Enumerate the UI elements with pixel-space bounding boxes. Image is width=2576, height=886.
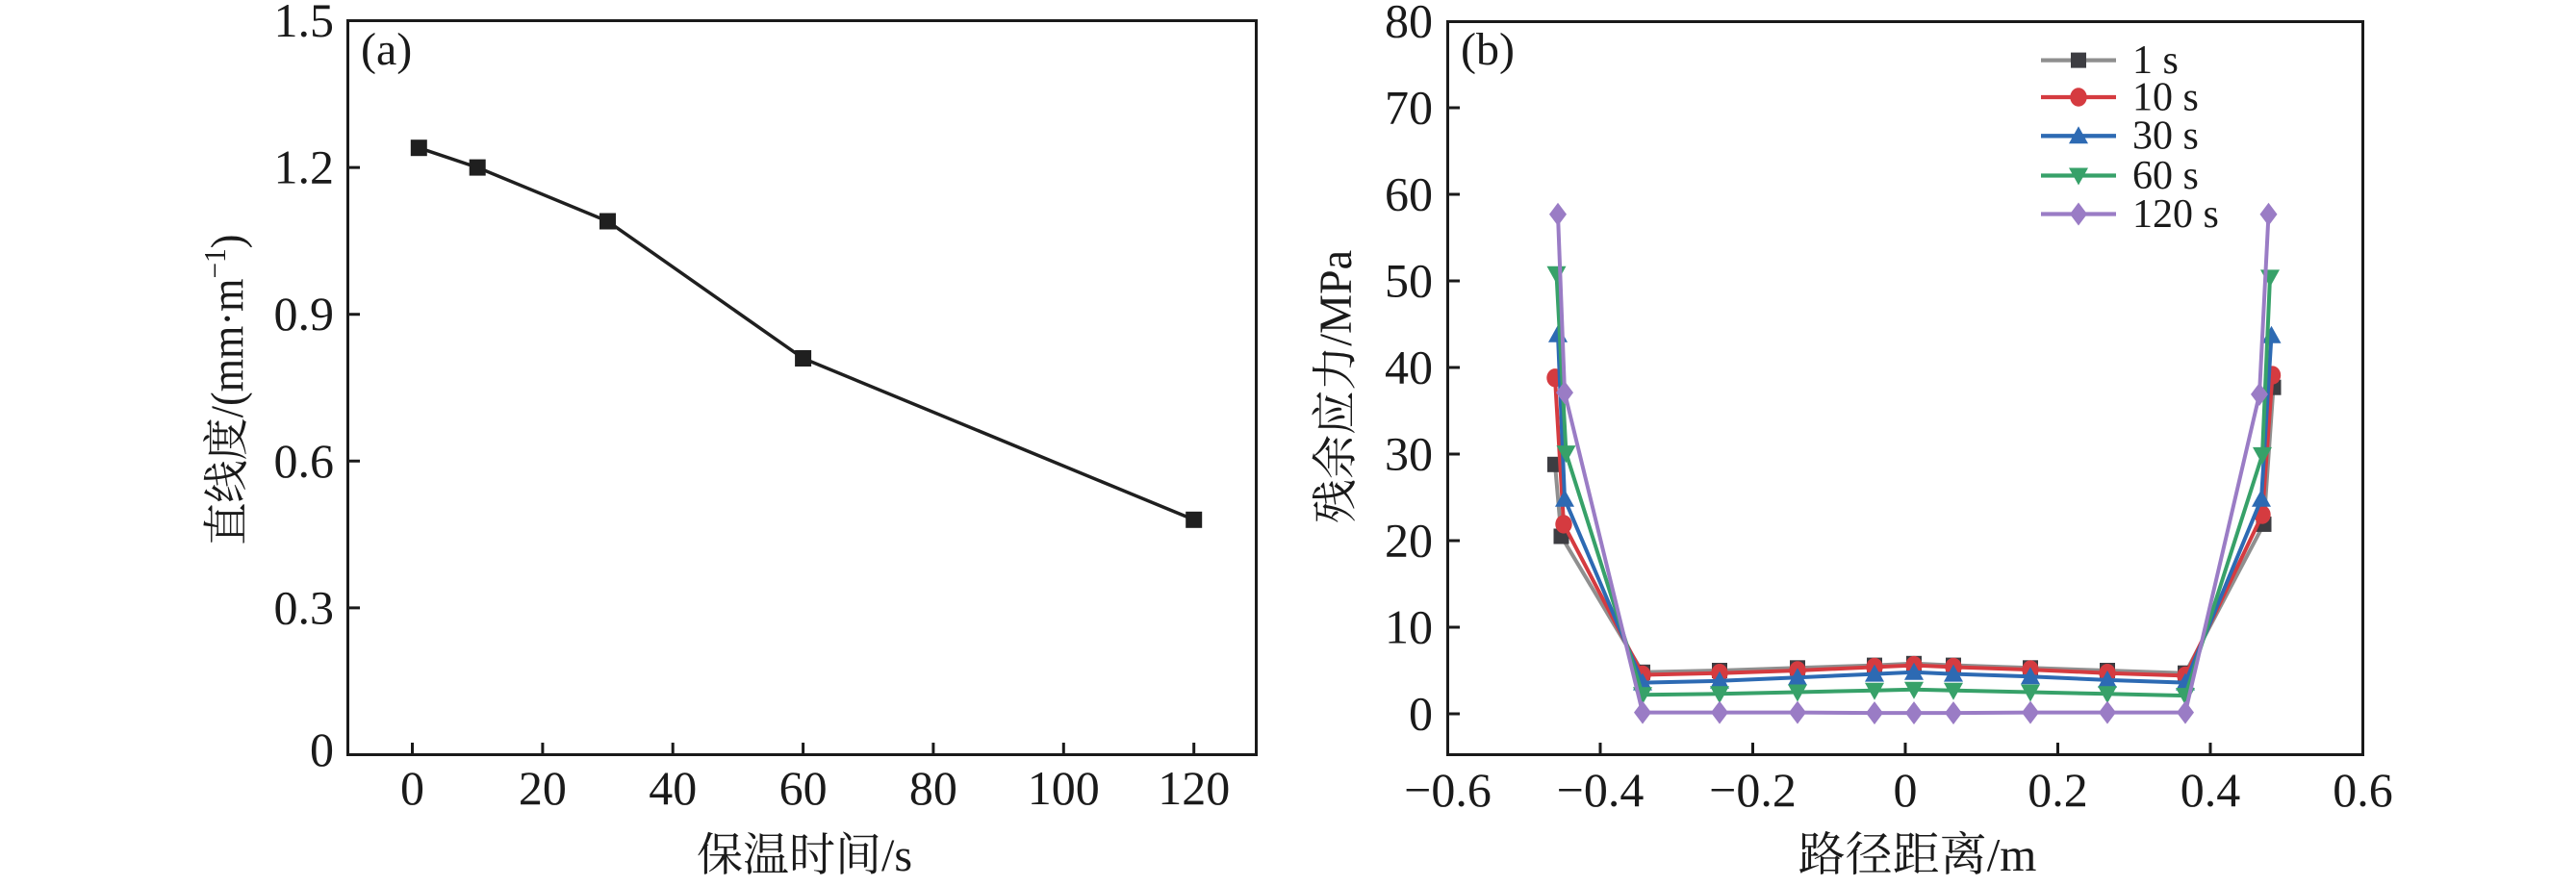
svg-text:(a): (a) [361, 24, 412, 75]
svg-text:/m: /m [1987, 828, 2037, 881]
svg-text:/MPa: /MPa [1311, 250, 1362, 346]
svg-text:30: 30 [1385, 427, 1433, 481]
svg-text:80: 80 [1385, 0, 1433, 48]
svg-text:−0.2: −0.2 [1709, 763, 1797, 817]
svg-text:0.9: 0.9 [274, 287, 335, 341]
svg-text:60 s: 60 s [2132, 154, 2199, 198]
svg-text:1.5: 1.5 [274, 0, 335, 47]
svg-text:40: 40 [649, 761, 697, 815]
svg-text:1.2: 1.2 [274, 140, 335, 194]
svg-text:0: 0 [1894, 763, 1918, 817]
svg-text:20: 20 [1385, 514, 1433, 568]
svg-text:−0.6: −0.6 [1404, 763, 1492, 817]
svg-text:120 s: 120 s [2132, 192, 2219, 237]
svg-text:/s: /s [881, 830, 912, 881]
svg-text:−0.4: −0.4 [1557, 763, 1645, 817]
svg-text:120: 120 [1158, 761, 1230, 815]
svg-text:20: 20 [519, 761, 567, 815]
svg-text:70: 70 [1385, 81, 1433, 135]
svg-text:0.4: 0.4 [2181, 763, 2241, 817]
svg-text:(b): (b) [1461, 24, 1515, 75]
svg-text:10 s: 10 s [2132, 75, 2199, 119]
svg-text:0: 0 [1409, 687, 1433, 741]
svg-text:40: 40 [1385, 341, 1433, 394]
svg-text:0: 0 [310, 722, 334, 776]
svg-text:0.3: 0.3 [274, 580, 335, 634]
svg-text:0: 0 [400, 761, 424, 815]
svg-text:60: 60 [779, 761, 828, 815]
svg-text:1 s: 1 s [2132, 38, 2179, 83]
svg-text:0.2: 0.2 [2028, 763, 2088, 817]
svg-text:100: 100 [1028, 761, 1100, 815]
svg-text:30 s: 30 s [2132, 114, 2199, 159]
svg-text:0.6: 0.6 [2333, 763, 2393, 817]
svg-text:80: 80 [909, 761, 957, 815]
svg-text:10: 10 [1385, 600, 1433, 654]
svg-text:60: 60 [1385, 167, 1433, 221]
svg-text:0.6: 0.6 [274, 434, 335, 488]
svg-text:50: 50 [1385, 254, 1433, 308]
